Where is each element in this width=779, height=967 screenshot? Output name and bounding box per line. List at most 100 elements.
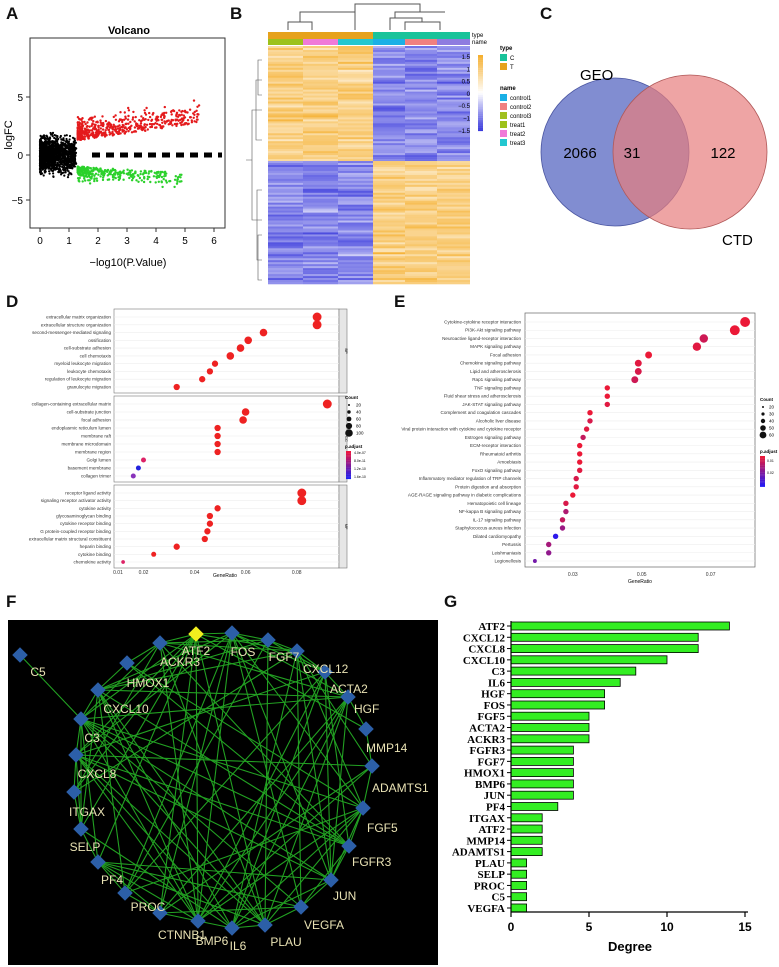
venn-overlap-count: 31 [624, 145, 641, 162]
heatmap-scale-step [478, 119, 483, 122]
heatmap-cell [268, 131, 303, 134]
volcano-point-ns [39, 170, 42, 173]
heatmap-cell [338, 49, 373, 53]
volcano-point-down [81, 174, 84, 177]
volcano-point-up [190, 121, 194, 124]
go-term-label: heparin binding [80, 544, 112, 549]
heatmap-cell [373, 282, 405, 285]
heatmap-cell [303, 46, 338, 49]
kegg-term-label: Pertussis [502, 542, 522, 547]
heatmap-cell [405, 260, 437, 263]
heatmap-cell [303, 59, 338, 63]
degree-bar [510, 869, 528, 879]
kegg-term-label: Lipid and atherosclerosis [470, 369, 522, 374]
heatmap-legend-name-swatch [500, 121, 507, 128]
volcano-point-up [99, 127, 103, 130]
volcano-point-ns [71, 160, 74, 163]
heatmap-cell [437, 49, 470, 53]
heatmap-cell [338, 135, 373, 138]
heatmap-cell [268, 47, 303, 51]
heatmap-cell [268, 254, 303, 257]
heatmap-cell [268, 153, 303, 156]
go-legend-padj-step [346, 452, 351, 454]
heatmap-cell [338, 230, 373, 233]
volcano-point-ns [47, 138, 50, 141]
kegg-legend-count-title: Count [760, 397, 773, 402]
volcano-point-up [105, 126, 108, 130]
heatmap-cell [268, 278, 303, 281]
go-dot [141, 457, 146, 463]
volcano-point-up [97, 128, 100, 132]
heatmap-cell [303, 105, 338, 108]
heatmap-cell [373, 109, 405, 112]
heatmap-cell [373, 107, 405, 110]
heatmap-cell [338, 184, 373, 188]
heatmap-cell [338, 248, 373, 251]
go-term-label: cell chemotaxis [80, 353, 112, 358]
heatmap-scale-step [478, 96, 483, 99]
volcano-point-up [131, 118, 134, 121]
network-edge [97, 861, 126, 894]
kegg-term-label: Hematopoietic cell lineage [467, 501, 521, 506]
heatmap-cell [303, 270, 338, 273]
heatmap-cell [268, 216, 303, 219]
heatmap-cell [437, 186, 470, 190]
volcano-point-up [195, 109, 198, 113]
heatmap-cell [338, 260, 373, 263]
heatmap-cell [405, 216, 437, 219]
volcano-point-up [76, 126, 79, 130]
network-edge [124, 892, 161, 914]
heatmap-cell [303, 153, 338, 156]
heatmap-scale-step [478, 117, 483, 120]
volcano-point-ns [48, 170, 51, 173]
heatmap-cell [437, 276, 470, 279]
kegg-legend-padj-label: 0.02 [767, 471, 774, 475]
volcano-point-up [79, 126, 82, 129]
go-term-label: membrane microdomain [61, 442, 111, 447]
heatmap-cell [338, 137, 373, 140]
kegg-term-label: Inflammatory mediator regulation of TRP … [419, 476, 522, 481]
heatmap-cell [338, 222, 373, 225]
volcano-point-down [141, 173, 145, 176]
volcano-point-up [85, 128, 88, 131]
volcano-point-up [138, 119, 141, 122]
heatmap-cell [373, 206, 405, 209]
heatmap-cell [405, 81, 437, 84]
heatmap-cell [373, 155, 405, 158]
heatmap-cell [268, 95, 303, 98]
heatmap-cell [338, 224, 373, 227]
heatmap-cell [405, 115, 437, 118]
heatmap-cell [338, 276, 373, 279]
heatmap-cell [303, 226, 338, 229]
degree-bar-label: BMP6 [475, 779, 505, 791]
volcano-point-up [125, 128, 129, 131]
heatmap-cell [405, 268, 437, 271]
heatmap-cell [268, 97, 303, 100]
degree-bar-label: VEGFA [467, 903, 505, 915]
volcano-point-ns [52, 140, 55, 143]
heatmap-cell [303, 117, 338, 120]
heatmap-cell [437, 268, 470, 271]
go-term-label: regulation of leukocyte migration [45, 377, 112, 382]
volcano-point-up [83, 120, 86, 124]
heatmap-cell [437, 91, 470, 94]
volcano-point-up [86, 124, 89, 128]
kegg-dot [546, 550, 552, 556]
heatmap-cell [373, 161, 405, 164]
heatmap-cell [437, 228, 470, 231]
heatmap-cell [405, 51, 437, 55]
heatmap-cell [338, 194, 373, 198]
heatmap-scale-step [478, 125, 483, 128]
volcano-point-up [182, 123, 185, 126]
kegg-dot [631, 376, 639, 384]
heatmap-legend-name-title: name [500, 86, 516, 92]
heatmap-cell [437, 222, 470, 225]
heatmap-cell [373, 210, 405, 213]
go-dot [121, 560, 125, 564]
heatmap-scale-step [478, 129, 483, 132]
heatmap-cell [303, 218, 338, 221]
panel-label-f: F [6, 592, 17, 611]
heatmap-cell [338, 166, 373, 170]
heatmap-cell [268, 224, 303, 227]
heatmap-cell [338, 157, 373, 160]
